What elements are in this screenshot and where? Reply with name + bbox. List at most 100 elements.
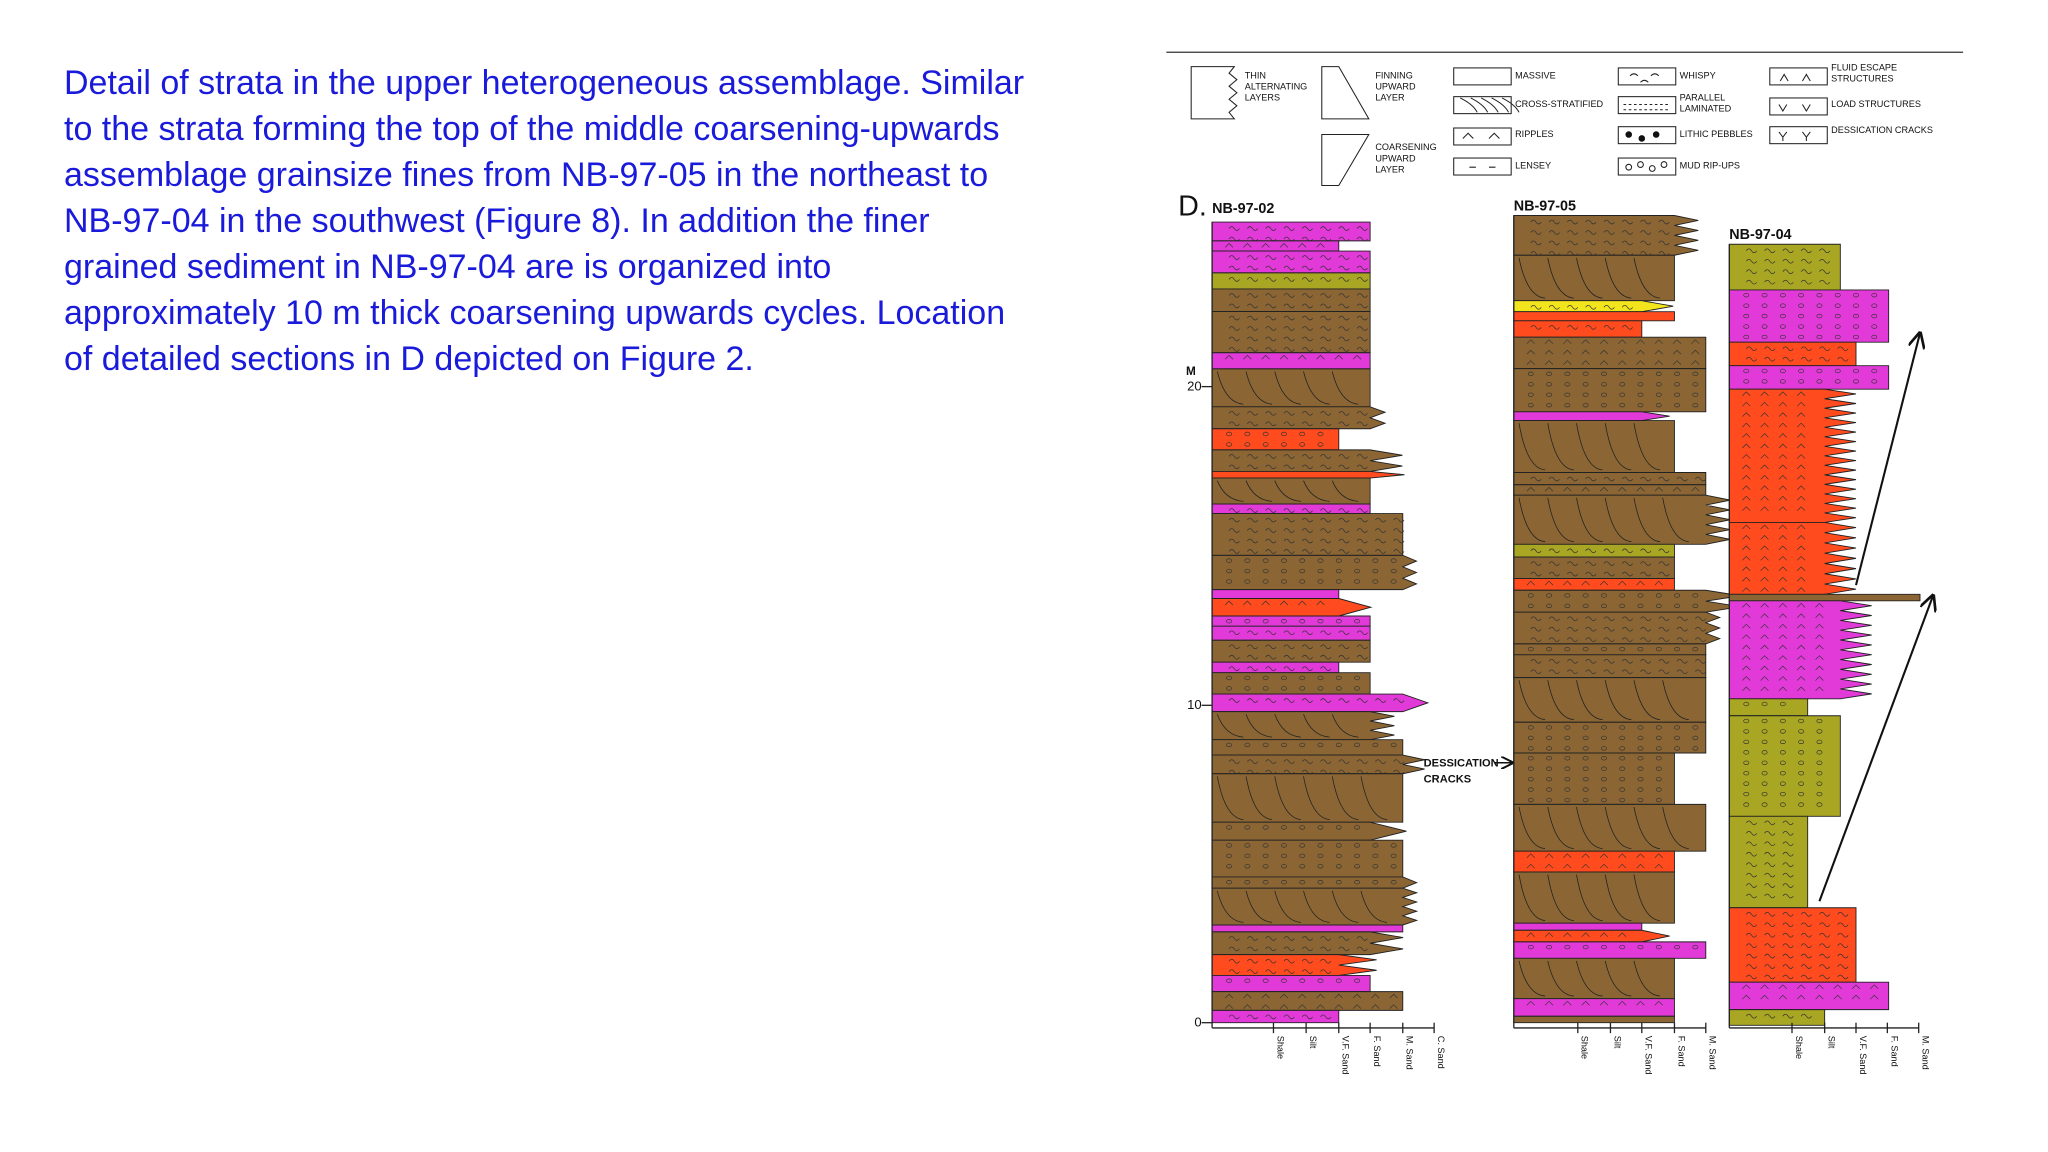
bed-ornament	[1800, 912, 1812, 917]
bed-ornament	[1619, 776, 1626, 782]
bed-ornament	[1283, 315, 1295, 321]
bed-ornament	[1317, 579, 1324, 584]
bed-ornament	[1354, 742, 1360, 748]
bed-ornament	[1247, 549, 1259, 554]
bed-ornament	[1742, 495, 1751, 501]
bed-ornament	[1301, 1014, 1313, 1020]
text-line: to the strata forming the top of the mid…	[64, 110, 1000, 148]
bed-ornament	[1761, 379, 1768, 384]
bed-ornament	[1356, 347, 1368, 352]
legend-ornament	[1779, 73, 1811, 82]
legend-label: FLUID ESCAPE	[1831, 63, 1897, 73]
bed-ornament	[1283, 1014, 1295, 1020]
bed-ornament	[1779, 791, 1786, 797]
bed	[1513, 420, 1675, 473]
bed-ornament	[1782, 258, 1794, 264]
bed-ornament	[1279, 600, 1289, 606]
bed-ornament	[1654, 349, 1663, 355]
bed-ornament	[1633, 423, 1661, 471]
bed-ornament	[1640, 476, 1652, 482]
bed-ornament	[1764, 912, 1776, 917]
bed-ornament	[1618, 1000, 1627, 1006]
bed-ornament	[1742, 634, 1751, 639]
bed-ornament	[1356, 265, 1368, 271]
bed-ornament	[1316, 993, 1325, 999]
bed-ornament	[1621, 240, 1633, 246]
bed-ornament	[1224, 243, 1234, 248]
bed-ornament	[1796, 676, 1806, 681]
bed-ornament	[1742, 545, 1751, 551]
bed-ornament	[1782, 831, 1794, 836]
bed	[1211, 221, 1371, 242]
bed-ornament	[1742, 443, 1751, 449]
bed-ornament	[1244, 853, 1251, 859]
bed-ornament	[1743, 293, 1750, 298]
bed-ornament	[1564, 593, 1571, 598]
bed-ornament	[1760, 676, 1769, 681]
bed-ornament	[1779, 760, 1786, 765]
bed-ornament	[1527, 756, 1534, 761]
bed-ornament	[1640, 669, 1652, 675]
bed-ornament	[1800, 943, 1812, 948]
bed-ornament	[1226, 431, 1232, 437]
bed-ornament	[1871, 313, 1878, 319]
bed-ornament	[1692, 646, 1699, 652]
bed-ornament	[1262, 431, 1269, 437]
bed-ornament	[1372, 853, 1379, 859]
bed-ornament	[1796, 566, 1806, 572]
bed-ornament	[1546, 944, 1552, 950]
bed-ornament	[1548, 304, 1560, 310]
bed-ornament	[1317, 742, 1324, 748]
bed	[1211, 754, 1425, 775]
bed-ornament	[1742, 686, 1751, 692]
bed-ornament	[1837, 932, 1849, 938]
bed-ornament	[1782, 953, 1794, 959]
bed-ornament	[1356, 464, 1368, 470]
bed-ornament	[1599, 853, 1609, 858]
bed-ornament	[1226, 675, 1232, 681]
bed-ornament	[1743, 701, 1750, 707]
legend-icon	[1453, 96, 1512, 115]
scale-tick-label: 10	[1187, 697, 1202, 712]
bed	[1513, 543, 1675, 558]
bed-ornament	[1262, 978, 1269, 983]
bed-ornament	[1299, 686, 1306, 691]
bed-ornament	[1274, 890, 1301, 923]
bed-ornament	[1871, 324, 1878, 329]
bed-ornament	[1216, 480, 1244, 502]
scale-unit: M	[1186, 365, 1196, 378]
bed-ornament	[1354, 558, 1360, 563]
legend-icon	[1769, 97, 1828, 116]
bed-ornament	[1619, 746, 1626, 751]
bed-ornament	[1819, 932, 1831, 938]
bed-ornament	[1280, 880, 1287, 885]
bed-ornament	[1764, 831, 1776, 836]
bed-ornament	[1760, 555, 1769, 561]
bed-ornament	[1356, 630, 1368, 636]
bed-ornament	[1764, 851, 1776, 857]
bed-ornament	[1742, 524, 1751, 530]
bed-ornament	[1567, 304, 1579, 310]
bed-ornament	[1742, 391, 1751, 396]
bed-ornament	[1782, 862, 1794, 867]
bed-ornament	[1518, 423, 1546, 471]
bed-ornament	[1301, 517, 1313, 523]
bed-ornament	[1742, 587, 1751, 592]
bed-ornament	[1354, 568, 1360, 574]
bed-ornament	[1338, 549, 1350, 554]
bed-ornament	[1338, 347, 1350, 352]
bed-ornament	[1796, 994, 1806, 1000]
bed-ornament	[1674, 392, 1680, 397]
grain-size-label: F. Sand	[1372, 1036, 1382, 1067]
bed-ornament	[1354, 825, 1360, 830]
bed	[1211, 554, 1418, 591]
bed-ornament	[1372, 558, 1379, 563]
bed-ornament	[1299, 864, 1306, 869]
bed-ornament	[1796, 555, 1806, 561]
bed-ornament	[1743, 781, 1750, 786]
bed-ornament	[1655, 646, 1662, 652]
bed-ornament	[1640, 240, 1652, 246]
bed-ornament	[1564, 776, 1571, 782]
grain-size-label: M. Sand	[1708, 1036, 1718, 1070]
bed-ornament	[1320, 336, 1332, 342]
